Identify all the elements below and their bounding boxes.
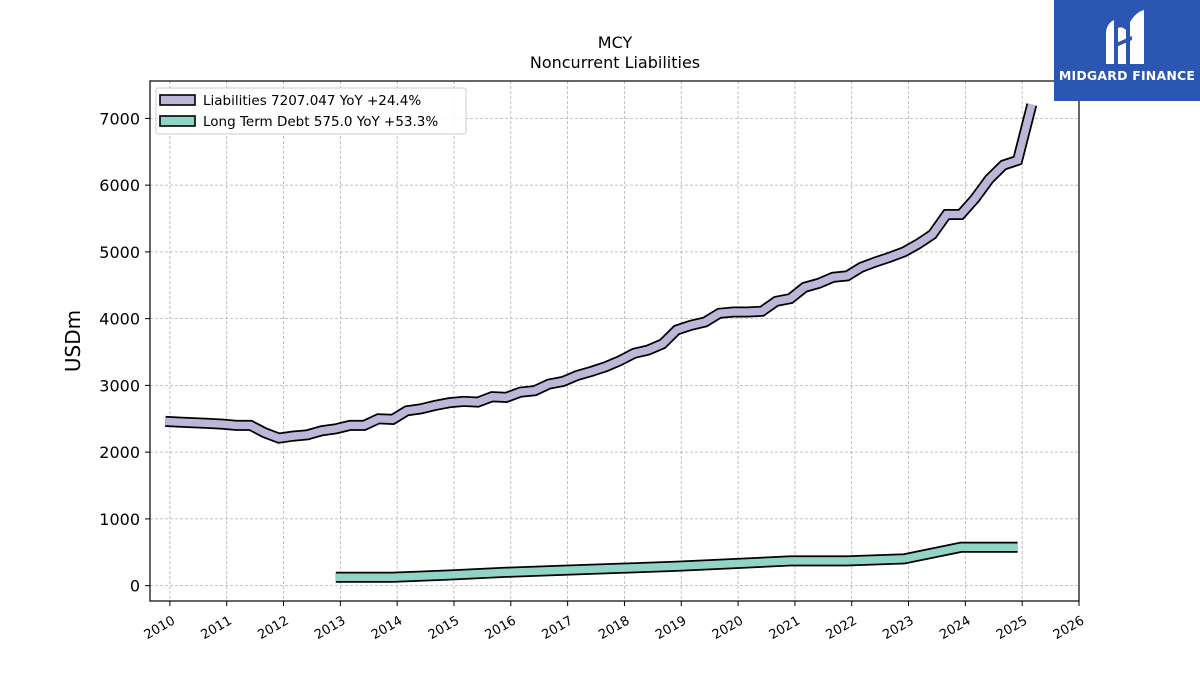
- plot-frame: [149, 80, 1080, 602]
- legend-swatch: [159, 115, 196, 127]
- y-tick-label: 7000: [99, 109, 140, 128]
- x-tick-label: 2015: [426, 613, 462, 643]
- grid: [150, 81, 1080, 601]
- series-long-term-debt: [335, 541, 1018, 583]
- x-tick-label: 2017: [539, 613, 575, 643]
- logo-mark-icon: [1106, 10, 1144, 64]
- x-tick-label: 2012: [255, 613, 291, 643]
- x-tick-label: 2016: [483, 613, 519, 643]
- x-tick-label: 2018: [596, 613, 632, 643]
- x-tick-label: 2020: [710, 613, 746, 643]
- x-tick-label: 2014: [369, 613, 405, 643]
- series-line-outline: [165, 103, 1038, 444]
- legend-label: Liabilities 7207.047 YoY +24.4%: [203, 93, 421, 109]
- x-tick-label: 2026: [1051, 613, 1087, 643]
- y-tick-label: 1000: [99, 510, 140, 529]
- brand-logo: MIDGARD FINANCE: [1054, 0, 1200, 101]
- legend: Liabilities 7207.047 YoY +24.4% Long Term…: [155, 87, 467, 135]
- y-tick-label: 3000: [99, 376, 140, 395]
- y-tick-label: 5000: [99, 243, 140, 262]
- chart-title: MCY: [598, 33, 633, 52]
- series-liabilities: [165, 103, 1038, 444]
- x-tick-label: 2019: [653, 613, 689, 643]
- legend-box: [155, 87, 467, 135]
- x-tick-label: 2024: [937, 613, 973, 643]
- x-tick-label: 2025: [994, 613, 1030, 643]
- y-tick-label: 0: [130, 577, 140, 596]
- x-tick-label: 2010: [142, 613, 178, 643]
- y-axis: 0 1000 2000 3000 4000 5000 6000 7000: [99, 109, 150, 596]
- y-tick-label: 6000: [99, 176, 140, 195]
- y-axis-label: USDm: [61, 310, 85, 372]
- x-tick-label: 2023: [880, 613, 916, 643]
- x-axis: 2010 2011 2012 2013 2014 2015 2016 2017 2018 2019…: [142, 601, 1087, 643]
- logo-text: MIDGARD FINANCE: [1058, 68, 1196, 83]
- series-line: [335, 543, 1018, 582]
- chart-subtitle: Noncurrent Liabilities: [530, 53, 700, 72]
- x-tick-label: 2013: [312, 613, 348, 643]
- series-layer: [165, 103, 1038, 583]
- x-tick-label: 2021: [767, 613, 803, 643]
- x-tick-label: 2011: [199, 613, 235, 643]
- y-tick-label: 2000: [99, 443, 140, 462]
- x-tick-label: 2022: [824, 613, 860, 643]
- legend-swatch: [159, 94, 196, 106]
- y-tick-label: 4000: [99, 310, 140, 329]
- series-line: [165, 103, 1036, 442]
- legend-label: Long Term Debt 575.0 YoY +53.3%: [203, 114, 438, 130]
